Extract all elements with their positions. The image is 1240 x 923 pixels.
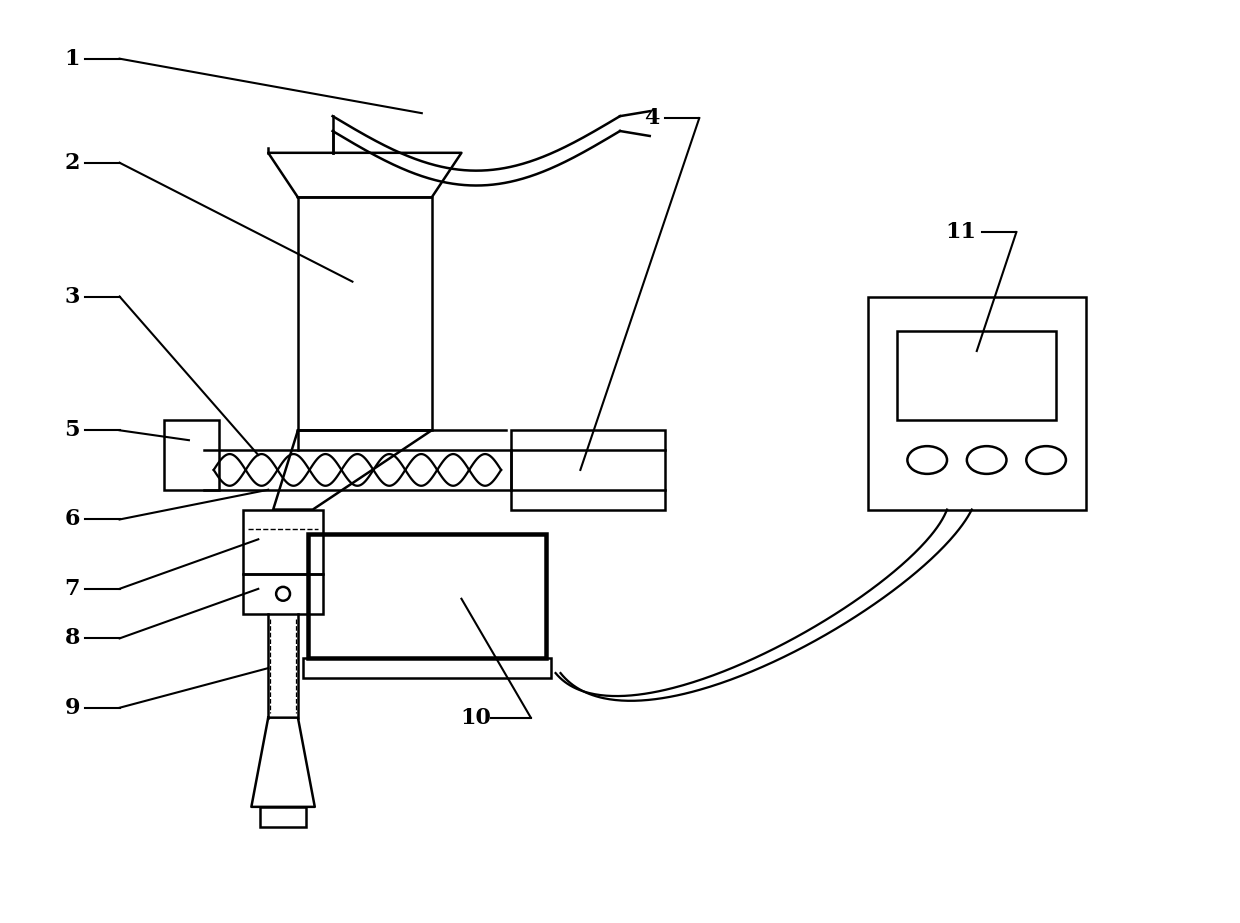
Text: 7: 7 (64, 578, 79, 600)
Text: 6: 6 (64, 509, 79, 531)
Text: 10: 10 (460, 707, 491, 728)
Bar (308, 534, 546, 658)
Bar (243, 574, 322, 614)
Text: 3: 3 (64, 285, 79, 307)
Bar (298, 198, 432, 430)
Text: 1: 1 (64, 48, 79, 69)
Bar (868, 296, 1086, 509)
Text: 8: 8 (64, 628, 79, 650)
Text: 9: 9 (64, 697, 79, 719)
Text: 11: 11 (946, 222, 977, 243)
Bar (898, 331, 1056, 420)
Text: 4: 4 (645, 107, 660, 129)
Text: 5: 5 (64, 419, 79, 441)
Bar (164, 420, 218, 490)
Bar (260, 807, 306, 827)
Bar (303, 658, 551, 678)
Bar (511, 430, 665, 509)
Text: 2: 2 (64, 151, 79, 174)
Bar (243, 509, 322, 574)
